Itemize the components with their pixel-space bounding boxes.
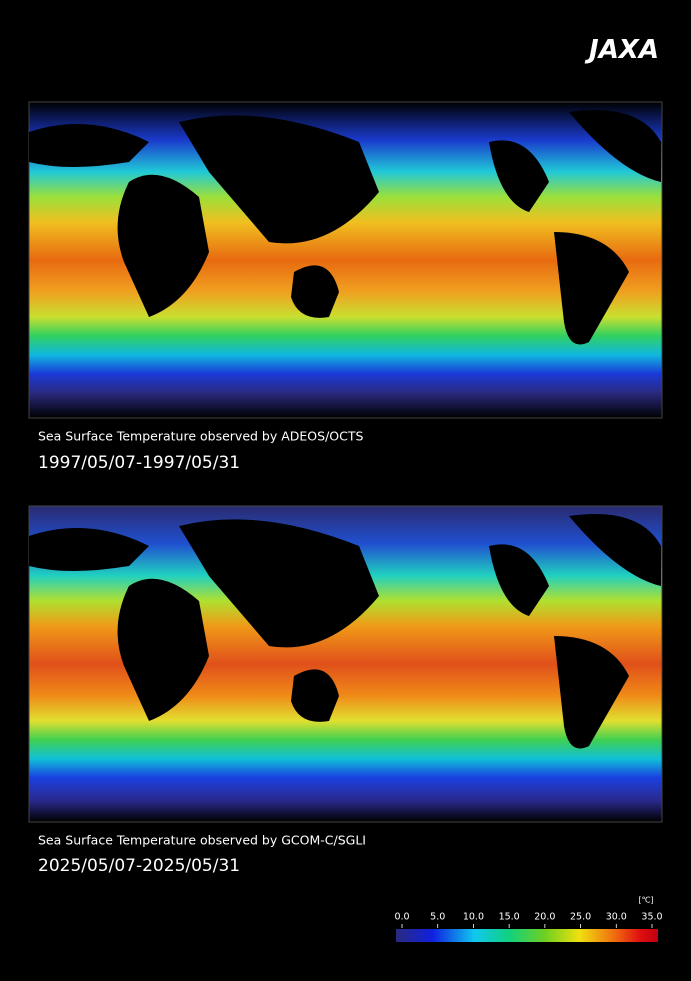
period: 1997/05/07-1997/05/31 bbox=[38, 453, 240, 473]
colorbar-tick-label: 35.0 bbox=[641, 912, 662, 923]
logo: JAXA bbox=[584, 35, 659, 65]
period: 2025/05/07-2025/05/31 bbox=[38, 856, 240, 876]
colorbar-tick-label: 5.0 bbox=[430, 912, 445, 923]
colorbar-tick-label: 10.0 bbox=[463, 912, 484, 923]
colorbar bbox=[396, 929, 658, 942]
colorbar-tick-label: 15.0 bbox=[499, 912, 520, 923]
colorbar-tick-label: 20.0 bbox=[534, 912, 555, 923]
map-panel bbox=[28, 101, 663, 419]
caption: Sea Surface Temperature observed by GCOM… bbox=[38, 833, 366, 848]
caption: Sea Surface Temperature observed by ADEO… bbox=[38, 429, 363, 444]
colorbar-unit: [℃] bbox=[638, 896, 653, 905]
colorbar-tick-label: 0.0 bbox=[394, 912, 409, 923]
colorbar-ticks: 0.0 5.0 10.0 15.0 20.0 25.0 30.0 35.0 bbox=[394, 912, 663, 928]
colorbar-tick-label: 25.0 bbox=[570, 912, 591, 923]
map-panel bbox=[28, 505, 663, 823]
colorbar-tick-label: 30.0 bbox=[606, 912, 627, 923]
